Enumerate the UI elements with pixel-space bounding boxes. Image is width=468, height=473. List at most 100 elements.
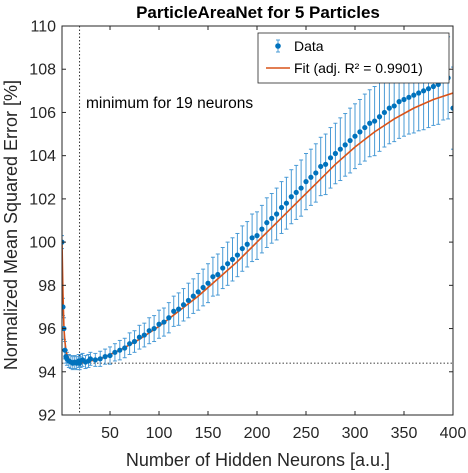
data-point	[171, 308, 177, 314]
data-point	[244, 241, 250, 247]
data-point	[176, 306, 182, 312]
data-point	[308, 174, 314, 180]
data-point	[62, 347, 68, 353]
data-point	[269, 215, 275, 221]
y-tick-label: 102	[29, 191, 56, 208]
data-point	[127, 341, 133, 347]
x-tick-label: 400	[440, 425, 467, 442]
data-point	[342, 142, 348, 148]
data-point	[225, 261, 231, 267]
data-point	[185, 297, 192, 304]
x-tick-label: 50	[101, 425, 119, 442]
data-point	[362, 124, 368, 131]
data-point	[62, 304, 66, 310]
data-point	[313, 170, 319, 176]
y-tick-label: 104	[29, 148, 56, 165]
data-point	[411, 92, 417, 98]
data-point	[303, 179, 309, 185]
y-tick-label: 110	[30, 19, 56, 36]
data-point	[141, 332, 147, 338]
data-point	[122, 345, 128, 351]
y-tick-label: 96	[38, 321, 56, 338]
data-point	[156, 321, 162, 327]
plot-content	[62, 26, 453, 415]
data-point	[298, 185, 304, 191]
x-tick-label: 300	[342, 425, 369, 442]
legend: Data Fit (adj. R² = 0.9901)	[257, 32, 450, 84]
x-tick-label: 250	[293, 425, 320, 442]
data-point	[357, 129, 363, 135]
data-point	[323, 161, 329, 167]
x-tick-label: 100	[146, 425, 173, 442]
data-point	[283, 200, 290, 206]
data-point	[372, 118, 378, 124]
x-axis-label: Number of Hidden Neurons [a.u.]	[126, 450, 390, 470]
data-point	[416, 90, 422, 96]
data-point	[239, 245, 245, 252]
data-point	[151, 325, 157, 332]
chart-title: ParticleAreaNet for 5 Particles	[136, 3, 380, 22]
y-tick-label: 92	[38, 408, 56, 425]
data-point	[386, 105, 392, 111]
data-point	[264, 220, 270, 226]
data-point	[430, 83, 437, 90]
data-point	[293, 189, 299, 196]
data-point	[367, 120, 373, 126]
data-point	[205, 280, 211, 286]
data-point	[347, 137, 353, 144]
data-point	[278, 204, 285, 211]
y-tick-label: 106	[29, 105, 56, 122]
legend-marker-data	[275, 43, 281, 49]
data-point	[146, 328, 152, 334]
data-point	[421, 88, 427, 94]
data-point	[97, 356, 103, 362]
data-point	[318, 163, 324, 170]
data-point	[215, 271, 221, 278]
x-tick-label: 350	[391, 425, 418, 442]
data-point	[254, 233, 260, 239]
data-point	[401, 96, 407, 103]
data-point	[381, 109, 388, 116]
data-point	[200, 284, 206, 291]
y-axis-label: Normalized Mean Squared Error [%]	[1, 80, 21, 370]
data-point	[249, 235, 255, 241]
data-point	[210, 274, 216, 280]
data-point	[391, 103, 397, 109]
data-point	[195, 289, 201, 295]
data-point	[274, 211, 280, 217]
data-point	[337, 146, 343, 152]
data-point	[161, 319, 167, 325]
data-point	[117, 347, 123, 353]
data-point	[352, 133, 358, 139]
legend-label-fit: Fit (adj. R² = 0.9901)	[294, 60, 423, 76]
data-point	[376, 114, 383, 120]
data-point	[102, 354, 108, 360]
data-point	[107, 352, 113, 359]
data-point	[327, 155, 334, 161]
data-point	[332, 150, 339, 157]
data-point	[234, 252, 241, 258]
y-tick-label: 100	[29, 235, 56, 252]
data-point	[220, 265, 226, 271]
data-point	[92, 357, 98, 363]
data-point	[87, 356, 94, 362]
minimum-annotation: minimum for 19 neurons	[86, 95, 253, 112]
data-point	[425, 86, 432, 92]
x-tick-label: 150	[195, 425, 222, 442]
data-point	[112, 349, 118, 355]
data-point	[180, 302, 187, 308]
data-point	[229, 256, 236, 262]
data-point	[396, 99, 402, 105]
y-tick-label: 98	[38, 278, 56, 295]
y-tick-label: 94	[38, 364, 56, 381]
data-point	[288, 194, 294, 200]
legend-box	[257, 32, 450, 84]
data-point	[131, 338, 138, 345]
data-point	[190, 293, 196, 299]
legend-label-data: Data	[294, 38, 324, 54]
data-point	[406, 94, 412, 100]
data-point	[259, 226, 265, 232]
x-tick-label: 200	[244, 425, 271, 442]
data-point	[450, 105, 453, 111]
